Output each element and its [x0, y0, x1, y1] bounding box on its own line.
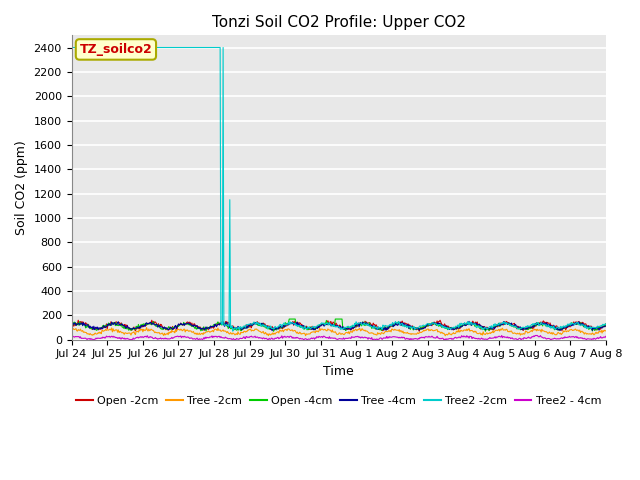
- Text: TZ_soilco2: TZ_soilco2: [79, 43, 152, 56]
- Legend: Open -2cm, Tree -2cm, Open -4cm, Tree -4cm, Tree2 -2cm, Tree2 - 4cm: Open -2cm, Tree -2cm, Open -4cm, Tree -4…: [72, 391, 606, 410]
- X-axis label: Time: Time: [323, 365, 354, 378]
- Y-axis label: Soil CO2 (ppm): Soil CO2 (ppm): [15, 140, 28, 235]
- Title: Tonzi Soil CO2 Profile: Upper CO2: Tonzi Soil CO2 Profile: Upper CO2: [212, 15, 466, 30]
